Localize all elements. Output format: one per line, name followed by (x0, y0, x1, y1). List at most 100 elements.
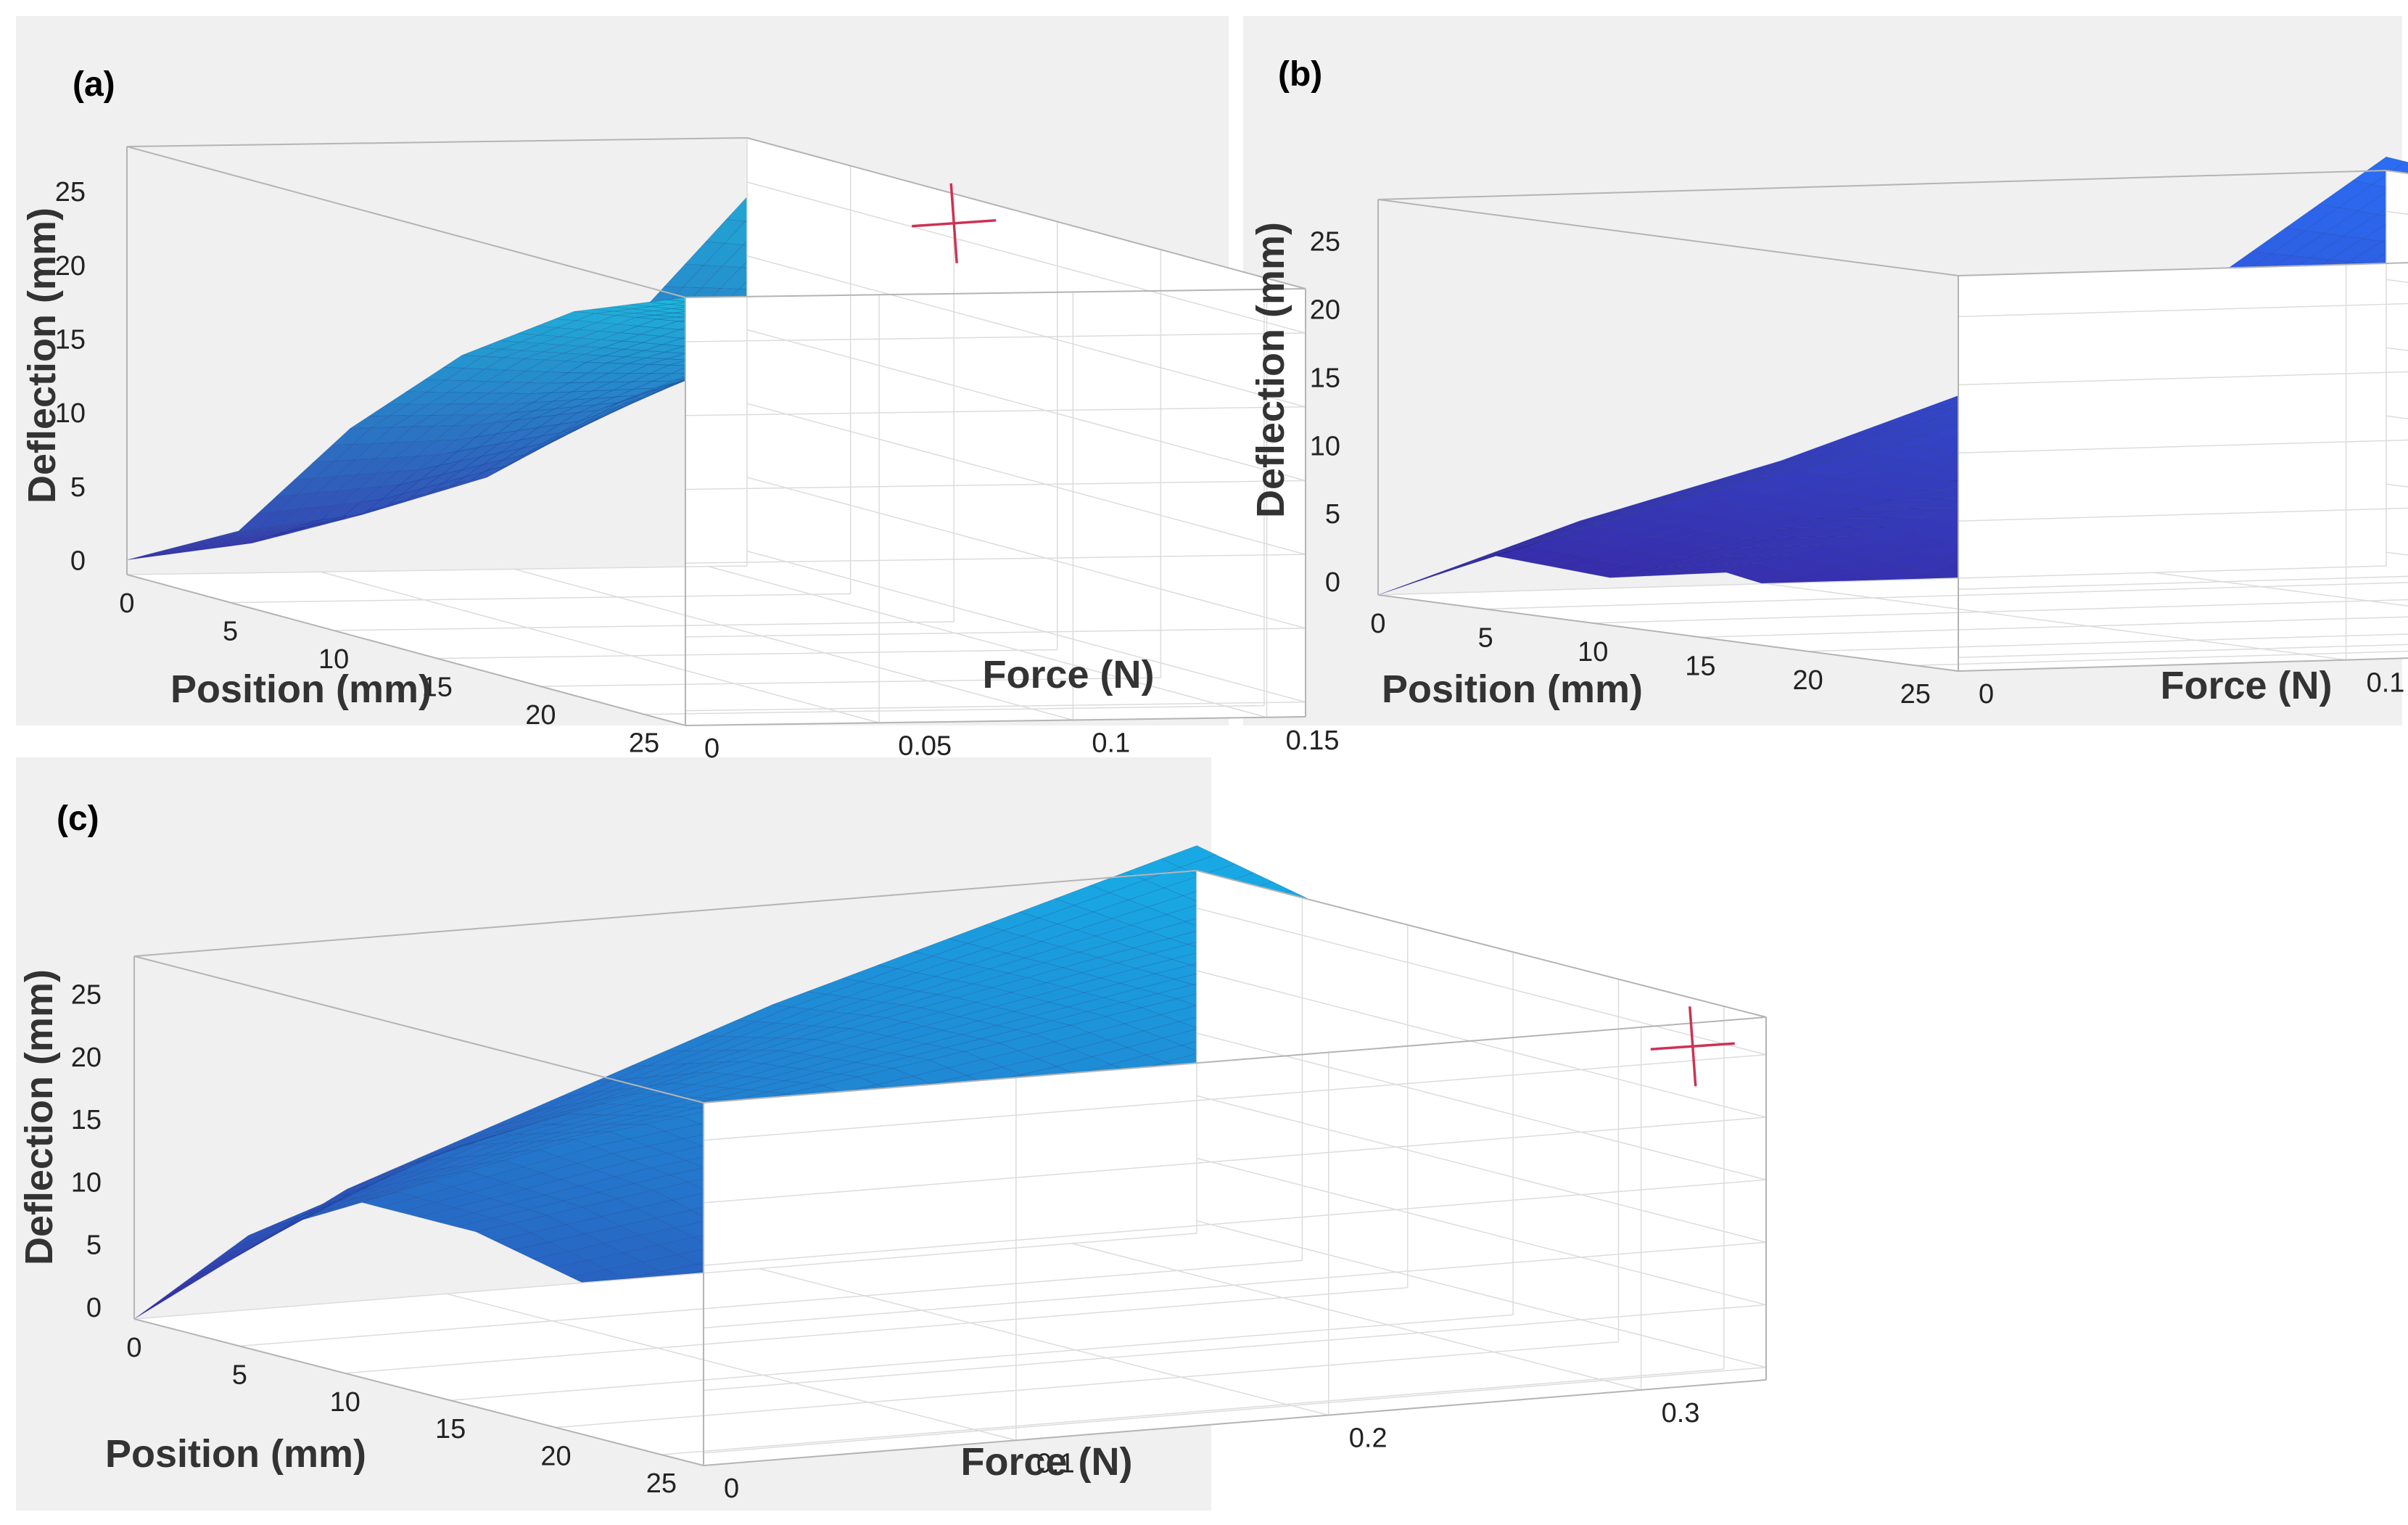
surface-patch (923, 1016, 978, 1031)
surface-patch (398, 1201, 455, 1218)
surface-patch (937, 983, 992, 998)
surface-patch (277, 492, 318, 512)
surface-patch (1160, 845, 1217, 868)
surface-patch (1869, 508, 1923, 519)
x-ticks-a: 0 5 10 15 20 25 (119, 588, 659, 759)
surface-patch (545, 1206, 602, 1225)
surface-patch (426, 379, 468, 393)
surface-patch (524, 1094, 579, 1113)
surface-patch (1628, 505, 1682, 520)
box-frame-b (1377, 170, 2408, 672)
panel-label-b: (b) (1278, 55, 1322, 94)
z-tick-label: 0 (70, 546, 86, 577)
surface-patch (701, 1019, 756, 1037)
surface-patch (1696, 546, 1750, 558)
surface-patch (1662, 556, 1717, 567)
panel-a: 0 5 10 15 20 25 0 5 10 15 20 25 0 0.05 0.1 0.15 (a) D… (20, 65, 1340, 764)
surface-patch (600, 332, 640, 342)
surface-patch (1781, 445, 1835, 461)
surface-patch (869, 1022, 924, 1037)
surface-patch (524, 359, 566, 373)
surface-patch (1018, 898, 1075, 918)
surface-patch (942, 1020, 997, 1035)
z-tick-label: 25 (1310, 226, 1340, 257)
surface-patch (360, 1191, 418, 1208)
surface-patch (1091, 1047, 1147, 1065)
surface-patch (126, 551, 167, 561)
surface-patch (1137, 979, 1195, 994)
surface-patch (184, 539, 225, 548)
surface-patch (340, 1189, 395, 1207)
z-tick-label: 15 (1310, 363, 1340, 393)
surface-patch (983, 911, 1040, 932)
surface-patch (632, 1063, 688, 1079)
y-tick-label: 0.1 (2367, 668, 2405, 699)
surface-patch (602, 1093, 657, 1105)
surface-patch (981, 1050, 1039, 1068)
surface-patch (1816, 517, 1871, 528)
surface-patch (1893, 517, 1949, 533)
surface-patch (1493, 545, 1548, 560)
z-tick-label: 10 (55, 398, 86, 429)
surface-patch (850, 1017, 905, 1033)
surface-patch (503, 350, 543, 359)
surface-patch (1580, 529, 1634, 544)
surface-patch (1859, 526, 1915, 542)
surface-patch (480, 340, 520, 350)
surface-patch (1786, 452, 1840, 465)
z-tick-label: 15 (71, 1105, 102, 1135)
surface-patch (969, 953, 1026, 970)
surface-patch (228, 1220, 284, 1250)
surface-patch (931, 942, 988, 961)
surface-patch (1787, 488, 1841, 503)
surface-patch (1533, 552, 1586, 567)
surface-patch (1586, 546, 1639, 561)
surface-patch (871, 1040, 926, 1053)
z-tick-label: 20 (71, 1043, 102, 1073)
surface-patch (630, 1051, 685, 1067)
y-tick-label: 0 (724, 1473, 739, 1504)
surface-patch (2284, 204, 2340, 231)
y-tick-label: 0.15 (1286, 725, 1340, 756)
surface-patch (1702, 555, 1755, 566)
surface-patch (205, 1243, 260, 1276)
surface-patch (349, 415, 391, 429)
x-tick-label: 5 (1478, 622, 1493, 653)
z-tick-label: 25 (71, 980, 102, 1011)
surface-patch (760, 1038, 815, 1051)
surface-patch (1734, 494, 1788, 508)
surface-patch (1047, 992, 1105, 1008)
surface-patch (621, 334, 661, 343)
surface-patch (892, 1059, 949, 1077)
surface-patch (524, 1179, 581, 1196)
surface-patch (189, 543, 228, 552)
surface-patch (545, 361, 587, 374)
surface-patch (1055, 1056, 1112, 1074)
surface-patch (427, 1154, 482, 1171)
surface-patch (1020, 924, 1078, 942)
surface-patch (1892, 424, 1946, 439)
surface-patch (1868, 459, 1922, 472)
y-tick-label: 0.1 (1092, 728, 1130, 759)
surface-patch (1758, 554, 1814, 570)
surface-patch (1707, 563, 1760, 574)
z-axis-label-a: Deflection (mm) (20, 207, 64, 503)
x-tick-label: 20 (540, 1442, 571, 1472)
surface-patch (609, 1123, 666, 1140)
box-frame-a (126, 137, 1306, 726)
surface-patch (1848, 421, 1902, 437)
surface-patch (396, 1180, 453, 1198)
z-tick-label: 10 (71, 1167, 102, 1198)
surface-patch (596, 315, 636, 325)
surface-patch (493, 1232, 551, 1251)
x-tick-label: 15 (435, 1414, 466, 1444)
surface-patch (1806, 492, 1860, 506)
surface-patch (830, 1015, 886, 1029)
panel-c: 0 5 10 15 20 25 0 5 10 15 20 25 0 0.1 0.2 0.3 (c) Def… (17, 800, 1768, 1504)
surface-patch (767, 1082, 822, 1094)
surface-patch (2323, 210, 2378, 237)
surface-patch (836, 1049, 891, 1063)
surface-patch (1623, 499, 1677, 516)
surface-patch (1671, 485, 1725, 500)
